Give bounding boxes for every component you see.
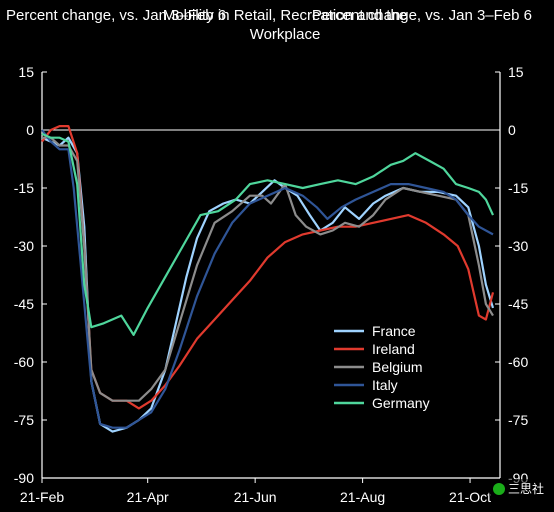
y-tick-label-right: -75 bbox=[508, 412, 528, 428]
y-tick-label-left: 0 bbox=[26, 122, 34, 138]
y-tick-label-left: 15 bbox=[18, 64, 34, 80]
series-line-italy bbox=[41, 129, 494, 429]
right-axis-unit-label: Percent change, vs. Jan 3–Feb 6 bbox=[311, 7, 532, 24]
x-tick-label: 21-Apr bbox=[127, 489, 169, 505]
series-lines-layer bbox=[41, 125, 495, 433]
watermark-logo-icon bbox=[492, 482, 505, 495]
y-tick-label-right: 15 bbox=[508, 64, 524, 80]
legend-label-belgium: Belgium bbox=[372, 359, 423, 375]
y-tick-label-left: -30 bbox=[14, 238, 34, 254]
y-tick-label-right: 0 bbox=[508, 122, 516, 138]
x-tick-label: 21-Jun bbox=[234, 489, 277, 505]
y-tick-label-left: -60 bbox=[14, 354, 34, 370]
left-axis-unit-label: Percent change, vs. Jan 3–Feb 6 bbox=[6, 7, 227, 24]
x-tick-label: 21-Oct bbox=[449, 489, 491, 505]
y-tick-label-right: -15 bbox=[508, 180, 528, 196]
legend-label-ireland: Ireland bbox=[372, 341, 415, 357]
y-tick-label-left: -90 bbox=[14, 470, 34, 486]
x-tick-label: 21-Aug bbox=[340, 489, 385, 505]
y-tick-label-right: -45 bbox=[508, 296, 528, 312]
watermark-text: 三思社 bbox=[507, 482, 544, 496]
axes-layer bbox=[41, 72, 501, 479]
watermark: 三思社 bbox=[488, 479, 548, 498]
y-tick-label-right: -60 bbox=[508, 354, 528, 370]
legend-label-germany: Germany bbox=[372, 395, 430, 411]
x-tick-label: 21-Feb bbox=[20, 489, 65, 505]
y-tick-label-left: -75 bbox=[14, 412, 34, 428]
legend-label-italy: Italy bbox=[372, 377, 398, 393]
y-tick-label-right: -30 bbox=[508, 238, 528, 254]
legend: France Ireland Belgium Italy Germany bbox=[334, 323, 430, 411]
series-line-france bbox=[41, 136, 495, 433]
chart-title: Mobility in Retail, Recreation and the W… bbox=[162, 7, 408, 43]
series-line-ireland bbox=[41, 125, 495, 410]
legend-label-france: France bbox=[372, 323, 416, 339]
ticks-layer: 15 150 0-15 -15-30 -30-45 -45-60 -60-75 -75-90-… bbox=[14, 64, 529, 505]
series-line-belgium bbox=[42, 136, 494, 402]
series-line-germany bbox=[41, 132, 495, 336]
y-tick-label-left: -45 bbox=[14, 296, 34, 312]
y-tick-label-left: -15 bbox=[14, 180, 34, 196]
